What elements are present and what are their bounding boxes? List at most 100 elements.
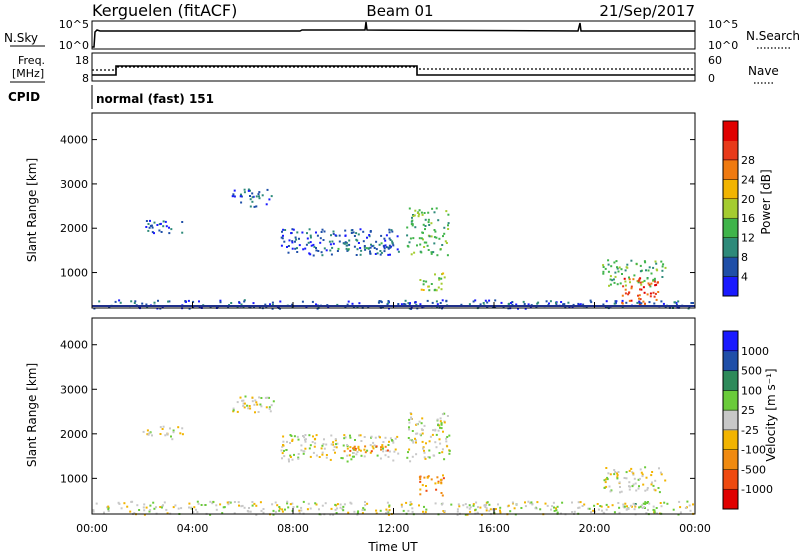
velocity-cell [450,503,453,506]
power-cell [536,302,539,305]
velocity-cell [634,482,637,485]
velocity-cell [343,450,346,453]
power-cell [288,239,291,242]
velocity-cell [472,503,475,506]
power-cell [422,283,425,286]
power-colorbar: 4 8 12 16 20 24 28 [722,120,755,297]
velocity-cell [322,443,325,446]
velocity-cell [448,452,451,455]
velocity-cell [534,507,537,510]
power-cell [433,229,436,231]
power-cell [690,302,693,304]
power-cell [413,214,416,217]
power-cell [614,300,617,303]
power-cell [607,263,610,266]
velocity-cell [388,509,391,512]
power-cell [379,253,382,256]
power-cell [255,195,258,198]
power-cell [306,237,309,240]
power-cell [589,299,592,302]
velocity-cell [248,405,251,407]
velocity-cell [107,508,110,511]
velocity-cell [571,511,574,513]
power-cell [147,223,150,225]
velocity-cell [443,458,446,461]
velocity-cell [441,451,444,454]
power-cell [624,288,627,291]
velocity-cell [260,405,263,408]
velocity-colorbar-tick-label: -1000 [741,483,773,496]
velocity-cell [387,513,390,516]
velocity-cell [408,448,411,451]
velocity-cell [638,485,640,488]
power-cell [240,193,242,196]
velocity-cell [314,437,317,440]
power-cell [502,306,505,309]
velocity-cell [302,452,305,455]
power-cell [428,235,431,238]
velocity-cell [637,487,640,490]
power-cell [524,307,527,310]
power-cell [423,241,426,244]
velocity-cell [412,440,415,443]
velocity-cell [237,501,240,504]
power-cell [639,281,642,284]
power-cell [430,252,433,255]
power-cell [430,283,433,285]
velocity-cell [402,509,405,512]
velocity-cell [653,511,656,514]
power-cell [162,225,165,228]
power-cell [397,303,400,305]
power-cell [440,288,443,291]
power-cell [380,251,383,254]
power-cell [548,302,550,305]
velocity-cell [509,510,512,513]
power-cell [134,300,137,303]
velocity-cell [304,440,307,443]
power-cell [380,242,383,245]
power-cell [344,306,347,309]
velocity-cell [632,472,635,475]
velocity-cell [342,509,345,512]
power-cell [151,226,154,229]
power-colorbar-segment [723,121,738,141]
velocity-cell [340,457,343,459]
velocity-cell [625,471,628,474]
power-colorbar-segment [723,218,738,239]
velocity-cell [361,512,364,515]
power-cell [632,278,635,281]
power-cell [430,251,433,254]
velocity-cell [195,508,197,511]
velocity-cell [142,430,145,433]
velocity-cell [421,440,424,443]
velocity-cell [357,510,360,513]
power-cell [329,243,332,246]
power-cell [664,306,667,309]
power-cell [347,249,350,252]
velocity-cell [287,458,290,461]
power-cell [258,197,261,200]
velocity-cell [435,446,438,449]
velocity-cell [571,501,573,504]
velocity-cell [318,456,321,458]
power-cell [291,240,294,243]
power-cell [641,281,644,284]
velocity-cell [334,503,337,506]
velocity-cell [251,504,254,507]
velocity-cell [314,442,317,445]
power-cell [384,244,387,247]
velocity-cell [289,442,291,444]
power-colorbar-tick-label: 24 [741,173,755,186]
power-cell [391,240,394,243]
power-cell [647,269,650,272]
velocity-cell [678,500,681,503]
power-cell [374,253,377,255]
velocity-cell [425,442,427,445]
velocity-cell [632,502,635,505]
velocity-cell [315,454,318,457]
velocity-cell [143,513,146,516]
power-cell [187,299,190,302]
power-cell [415,303,418,306]
power-cell [247,188,250,191]
velocity-cell [411,455,414,458]
